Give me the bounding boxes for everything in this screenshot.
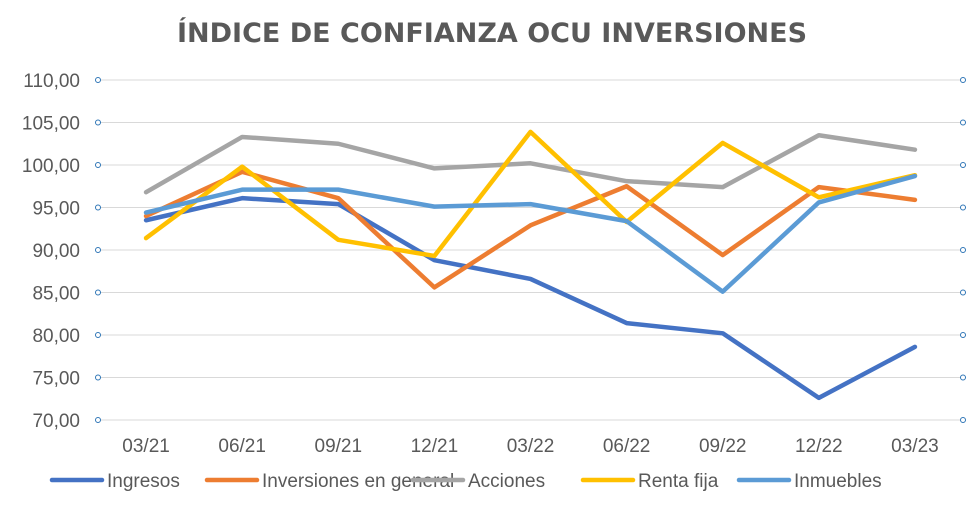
gridline-marker <box>960 332 966 338</box>
gridline-marker <box>95 417 101 423</box>
chart-title: ÍNDICE DE CONFIANZA OCU INVERSIONES <box>177 17 807 49</box>
legend-item: Acciones <box>410 471 545 492</box>
gridline-marker <box>95 247 101 253</box>
y-tick-label: 80,00 <box>32 326 80 347</box>
gridline-marker <box>95 77 101 83</box>
gridline-marker <box>95 289 101 296</box>
x-tick-label: 12/21 <box>411 436 459 457</box>
series-line-acciones <box>143 133 918 195</box>
series-line-ingresos <box>143 195 918 401</box>
gridline-marker <box>95 162 101 168</box>
legend-item: Inmuebles <box>736 471 882 492</box>
x-tick-label: 03/21 <box>122 436 170 457</box>
x-tick-label: 03/22 <box>507 436 555 457</box>
y-tick-label: 70,00 <box>32 411 80 432</box>
x-tick-label: 06/21 <box>218 436 266 457</box>
y-tick-label: 90,00 <box>32 241 80 262</box>
x-tick-label: 09/22 <box>699 436 747 457</box>
series-line-inmuebles <box>143 173 918 294</box>
y-tick-label: 100,00 <box>22 156 80 177</box>
legend-label: Inversiones en general <box>262 471 454 492</box>
gridline-marker <box>960 247 966 253</box>
gridline-marker <box>960 204 966 211</box>
legend-label: Ingresos <box>107 471 180 492</box>
gridline-marker <box>960 77 966 83</box>
gridline-marker <box>95 374 101 381</box>
legend-label: Renta fija <box>638 471 719 492</box>
y-tick-label: 110,00 <box>23 71 80 92</box>
gridline-marker <box>95 119 101 126</box>
x-tick-label: 09/21 <box>315 436 363 457</box>
legend-item: Ingresos <box>49 471 180 492</box>
legend-label: Acciones <box>468 471 545 492</box>
x-tick-label: 12/22 <box>795 436 843 457</box>
legend-item: Inversiones en general <box>204 471 454 492</box>
series-line-renta-fija <box>143 129 918 259</box>
legend-label: Inmuebles <box>794 471 882 492</box>
gridline-marker <box>95 204 101 211</box>
x-tick-label: 03/23 <box>891 436 939 457</box>
x-tick-label: 06/22 <box>603 436 651 457</box>
gridline-marker <box>960 162 966 168</box>
series-line-inversiones-en-general <box>143 169 918 290</box>
gridline-marker <box>960 289 966 296</box>
y-tick-label: 85,00 <box>32 284 80 305</box>
gridline-marker <box>95 332 101 338</box>
y-tick-label: 75,00 <box>32 369 80 390</box>
gridline-marker <box>960 374 966 381</box>
gridline-marker <box>960 119 966 126</box>
y-tick-label: 105,00 <box>22 114 80 135</box>
legend-item: Renta fija <box>580 471 719 492</box>
y-tick-label: 95,00 <box>32 199 80 220</box>
gridline-marker <box>960 417 966 423</box>
